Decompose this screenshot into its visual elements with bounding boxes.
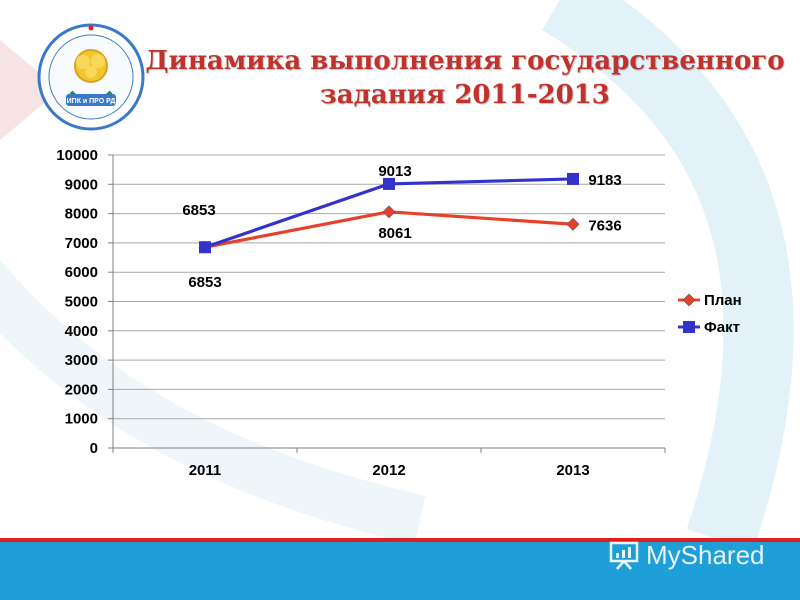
watermark-text: MyShared: [646, 539, 765, 570]
y-tick-label: 1000: [65, 411, 98, 428]
presentation-board-icon: [609, 541, 639, 570]
x-tick-label: 2011: [189, 462, 222, 479]
x-tick-label: 2012: [372, 462, 405, 479]
footer-bar: [0, 538, 800, 600]
y-tick-label: 2000: [65, 381, 98, 398]
data-label-План: 6853: [188, 274, 221, 291]
data-point-План: [382, 205, 396, 219]
data-label-План: 8061: [378, 225, 411, 242]
logo-center-text: ИПК и ПРО РД: [67, 98, 116, 105]
legend-label: Факт: [704, 319, 740, 336]
chart-data-labels: 6853 8061 7636 6853 9013 9183: [182, 163, 621, 291]
y-tick-label: 8000: [65, 206, 98, 223]
chart-axes: [108, 154, 666, 453]
data-point-План: [566, 217, 580, 231]
x-tick-label: 2013: [556, 462, 589, 479]
legend-label: План: [704, 292, 742, 309]
institution-logo: ИПК и ПРО РД: [37, 23, 145, 131]
y-tick-label: 3000: [65, 352, 98, 369]
data-label-Факт: 9013: [378, 163, 411, 180]
y-tick-label: 7000: [65, 235, 98, 252]
chart-legend: План Факт: [678, 292, 742, 336]
y-axis-tick-labels: 0 1000 2000 3000 4000 5000 6000 7000 8000 9000 100…: [56, 147, 98, 457]
legend-marker: [682, 293, 696, 307]
y-tick-label: 5000: [65, 294, 98, 311]
y-tick-label: 6000: [65, 264, 98, 281]
data-label-Факт: 6853: [182, 202, 215, 219]
x-axis-tick-labels: 2011 2012 2013: [189, 462, 590, 479]
y-tick-label: 9000: [65, 176, 98, 193]
data-label-Факт: 9183: [588, 172, 621, 189]
slide-title-line-2: задания 2011-2013: [320, 80, 610, 110]
y-tick-label: 4000: [65, 323, 98, 340]
y-tick-label: 10000: [56, 147, 98, 164]
y-tick-label: 0: [90, 440, 98, 457]
legend-marker: [683, 321, 695, 333]
data-point-Факт: [567, 172, 579, 185]
chart-series: [198, 172, 580, 254]
data-point-Факт: [383, 177, 395, 190]
watermark: MyShared: [608, 538, 765, 572]
data-point-Факт: [199, 241, 211, 254]
data-label-План: 7636: [588, 217, 621, 234]
slide-title-line-1: Динамика выполнения государственного: [145, 46, 785, 76]
